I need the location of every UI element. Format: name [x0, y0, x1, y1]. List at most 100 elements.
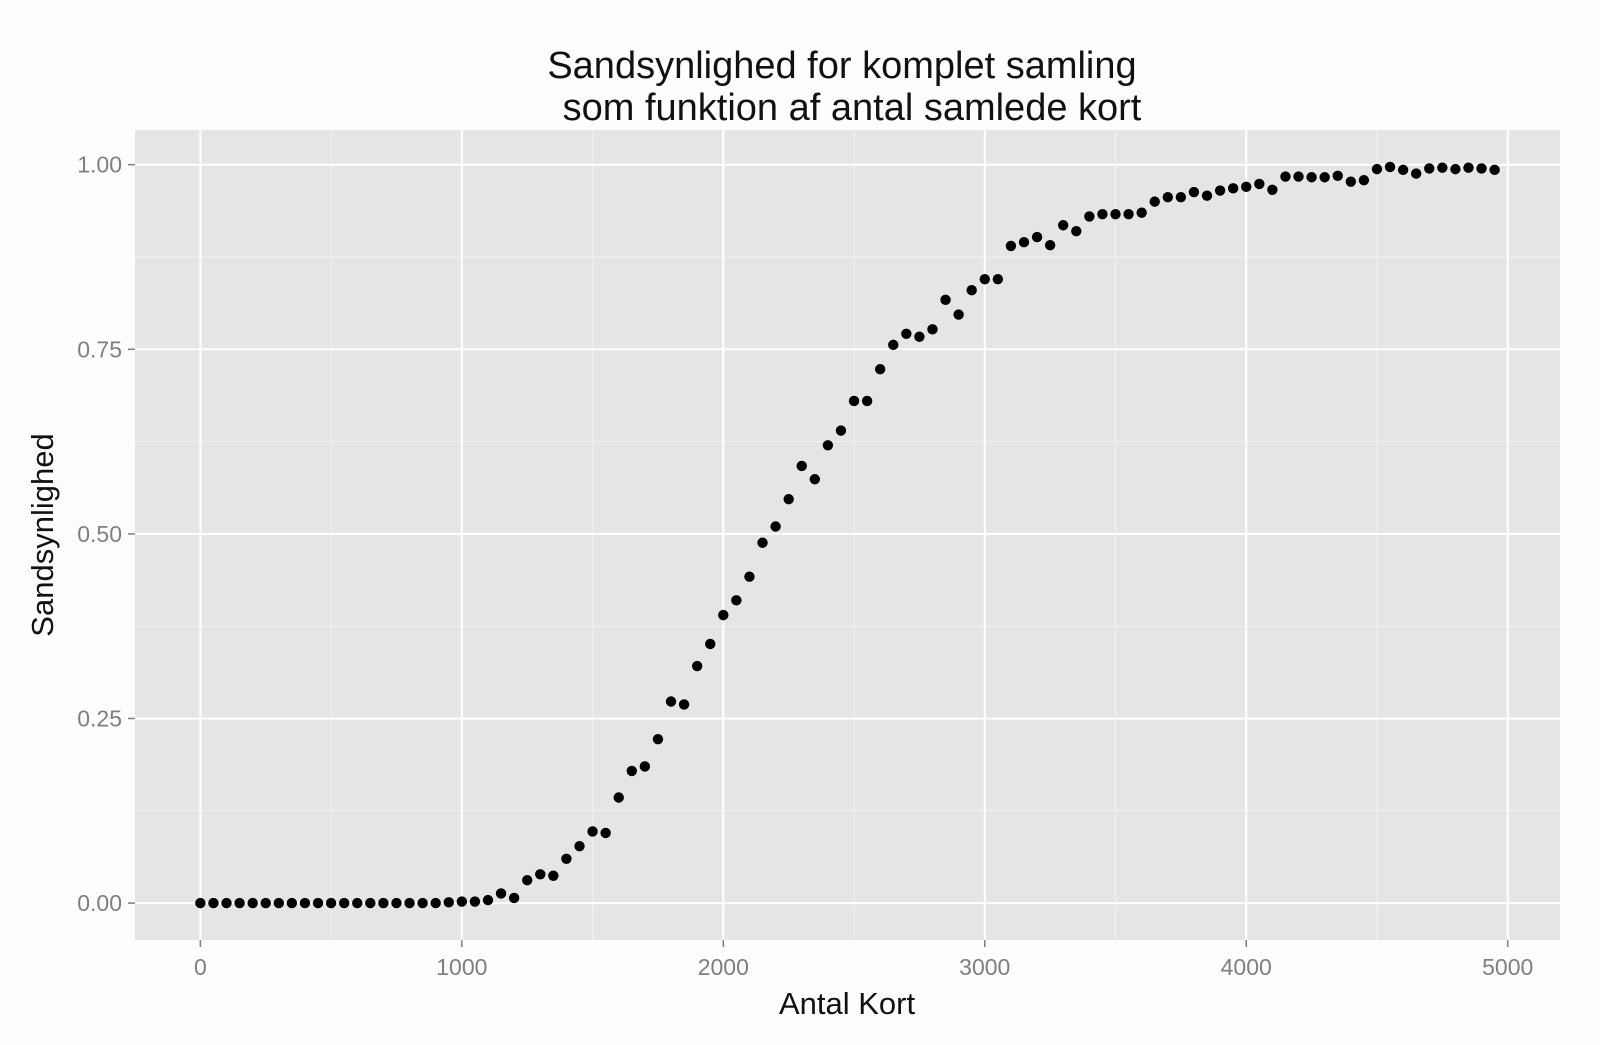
data-point — [1214, 185, 1226, 196]
data-point — [1188, 186, 1200, 198]
y-tick-label: 0.75 — [77, 336, 122, 362]
data-point — [1306, 172, 1317, 183]
data-point — [626, 765, 637, 777]
x-axis-title: Antal Kort — [779, 986, 916, 1021]
data-point — [1345, 176, 1357, 187]
y-tick-label: 1.00 — [77, 152, 122, 178]
data-point — [809, 474, 821, 485]
data-point — [1149, 196, 1160, 207]
data-point — [1358, 175, 1370, 186]
chart-title-line-2: som funktion af antal samlede kort — [563, 87, 1142, 129]
data-point — [744, 571, 755, 582]
y-axis-title: Sandsynlighed — [25, 433, 60, 636]
data-point — [940, 294, 951, 306]
data-point — [796, 460, 807, 472]
data-point — [1241, 181, 1252, 193]
x-axis-ticks: 0 1000 2000 3000 4000 5000 — [194, 940, 1533, 980]
data-point — [1319, 172, 1330, 183]
data-point — [365, 897, 376, 909]
minor-gridlines — [135, 130, 1560, 940]
data-point — [1097, 208, 1108, 220]
data-point — [979, 273, 990, 285]
data-point — [1437, 162, 1448, 173]
data-point — [1175, 191, 1187, 203]
data-point — [1058, 220, 1069, 231]
data-point — [783, 493, 794, 505]
data-point — [469, 896, 481, 907]
data-point — [600, 827, 611, 839]
data-point — [574, 841, 585, 852]
data-point — [770, 521, 781, 532]
data-point — [1254, 178, 1265, 190]
data-point — [1280, 171, 1291, 182]
data-point — [1293, 171, 1304, 182]
data-point — [1162, 191, 1173, 203]
data-point — [861, 395, 873, 407]
data-point — [247, 897, 258, 909]
data-point — [652, 733, 664, 745]
x-tick-label: 1000 — [436, 954, 487, 980]
data-point — [914, 331, 925, 342]
data-point — [535, 869, 546, 880]
data-point — [639, 761, 651, 772]
data-point — [548, 870, 559, 881]
data-point — [1424, 163, 1435, 174]
data-point — [953, 309, 964, 320]
data-point — [1084, 211, 1095, 222]
data-point — [299, 897, 311, 909]
data-point — [495, 888, 507, 899]
data-point — [1201, 190, 1213, 201]
data-point — [1071, 225, 1082, 237]
data-points — [195, 161, 1500, 909]
data-point — [1410, 168, 1422, 179]
data-point — [901, 328, 912, 339]
data-point — [731, 595, 742, 606]
data-point — [338, 897, 350, 909]
chart-title-line-1: Sandsynlighed for komplet samling — [547, 45, 1136, 87]
data-point — [1332, 170, 1343, 181]
data-point — [1123, 208, 1134, 220]
data-point — [391, 897, 402, 909]
data-point — [221, 897, 232, 909]
data-point — [1227, 183, 1239, 194]
major-gridlines — [135, 130, 1560, 940]
data-point — [1384, 161, 1396, 173]
data-point — [1044, 239, 1056, 251]
y-tick-label: 0.25 — [77, 705, 122, 731]
x-tick-label: 0 — [194, 954, 207, 980]
data-point — [966, 285, 977, 296]
data-point — [1371, 163, 1383, 175]
x-tick-label: 4000 — [1221, 954, 1272, 980]
x-tick-label: 3000 — [959, 954, 1010, 980]
data-point — [1136, 207, 1147, 218]
data-point — [718, 609, 729, 621]
data-point — [927, 324, 938, 335]
data-point — [508, 892, 520, 904]
data-point — [665, 696, 677, 707]
data-point — [325, 897, 337, 909]
x-tick-label: 2000 — [698, 954, 749, 980]
data-point — [312, 897, 324, 909]
plot-panel — [135, 130, 1560, 940]
data-point — [234, 897, 245, 909]
data-point — [1397, 164, 1409, 176]
data-point — [561, 853, 572, 864]
x-tick-label: 5000 — [1482, 954, 1533, 980]
data-point — [587, 826, 598, 837]
data-point — [1476, 163, 1487, 174]
data-point — [705, 638, 716, 650]
data-point — [848, 395, 860, 407]
data-point — [678, 699, 690, 710]
y-axis-ticks: 0.00 0.25 0.50 0.75 1.00 — [77, 152, 135, 916]
data-point — [874, 364, 886, 375]
data-point — [1489, 164, 1500, 176]
data-point — [208, 897, 219, 909]
data-point — [1110, 208, 1121, 220]
data-point — [757, 537, 768, 548]
data-point — [430, 897, 441, 909]
data-point — [1018, 237, 1030, 248]
data-point — [835, 425, 847, 436]
data-point — [378, 897, 389, 909]
